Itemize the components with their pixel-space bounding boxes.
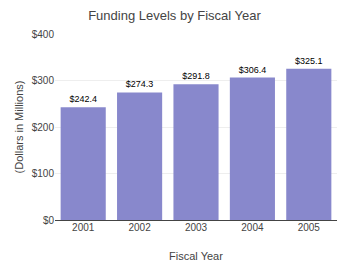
svg-text:$325.1: $325.1 xyxy=(295,56,323,66)
svg-text:2004: 2004 xyxy=(241,222,264,233)
svg-text:$400: $400 xyxy=(32,29,55,40)
svg-text:$100: $100 xyxy=(32,168,55,179)
svg-text:$242.4: $242.4 xyxy=(69,94,97,104)
svg-text:$274.3: $274.3 xyxy=(126,79,154,89)
svg-text:$291.8: $291.8 xyxy=(182,71,210,81)
svg-text:Fiscal Year: Fiscal Year xyxy=(169,250,223,262)
svg-text:2003: 2003 xyxy=(185,222,208,233)
svg-text:2005: 2005 xyxy=(298,222,321,233)
svg-text:(Dollars in Millions): (Dollars in Millions) xyxy=(13,81,25,174)
svg-text:Funding Levels by Fiscal Year: Funding Levels by Fiscal Year xyxy=(88,8,261,23)
svg-text:$0: $0 xyxy=(43,215,55,226)
svg-text:$300: $300 xyxy=(32,75,55,86)
svg-text:2002: 2002 xyxy=(128,222,151,233)
svg-text:$200: $200 xyxy=(32,122,55,133)
svg-text:2001: 2001 xyxy=(72,222,95,233)
svg-text:$306.4: $306.4 xyxy=(239,65,267,75)
